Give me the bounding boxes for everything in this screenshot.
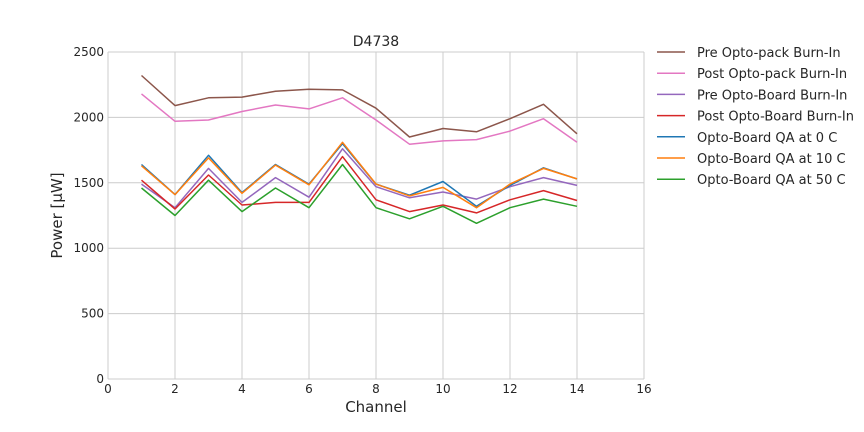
series-line-2	[141, 93, 578, 145]
x-tick-label: 4	[238, 382, 246, 396]
series-line-4	[141, 155, 578, 214]
x-tick-label: 2	[171, 382, 179, 396]
x-tick-label: 0	[104, 382, 112, 396]
legend-label: Pre Opto-pack Burn-In	[697, 46, 841, 61]
legend-label: Opto-Board QA at 0 C	[697, 131, 837, 146]
series-line-7	[141, 163, 578, 225]
x-tick-label: 8	[372, 382, 380, 396]
legend-label: Pre Opto-Board Burn-In	[697, 88, 847, 103]
chart-title: D4738	[353, 34, 399, 50]
y-axis-title: Power [μW]	[48, 172, 66, 258]
x-tick-label: 10	[435, 382, 450, 396]
series-group	[140, 74, 578, 225]
series-line-6	[141, 141, 578, 209]
legend-label: Opto-Board QA at 10 C	[697, 152, 846, 167]
x-tick-label: 12	[502, 382, 517, 396]
y-tick-labels: 0 500 1000 1500 2000 2500	[73, 45, 104, 386]
y-tick-label: 2000	[73, 110, 104, 124]
series-line-1	[140, 74, 578, 138]
y-tick-label: 1500	[73, 176, 104, 190]
legend-label: Opto-Board QA at 50 C	[697, 173, 846, 188]
y-tick-label: 0	[96, 372, 104, 386]
y-tick-label: 2500	[73, 45, 104, 59]
legend-label: Post Opto-Board Burn-In	[697, 110, 854, 125]
x-axis-title: Channel	[345, 398, 407, 416]
y-tick-label: 500	[81, 307, 104, 321]
grid	[107, 51, 645, 380]
x-tick-labels: 0 2 4 6 8 10 12 14 16	[104, 382, 651, 396]
x-tick-label: 16	[636, 382, 651, 396]
legend-label: Post Opto-pack Burn-In	[697, 67, 847, 82]
legend: Pre Opto-pack Burn-In Post Opto-pack Burn…	[657, 46, 854, 188]
y-tick-label: 1000	[73, 241, 104, 255]
x-tick-label: 14	[569, 382, 584, 396]
x-tick-label: 6	[305, 382, 313, 396]
